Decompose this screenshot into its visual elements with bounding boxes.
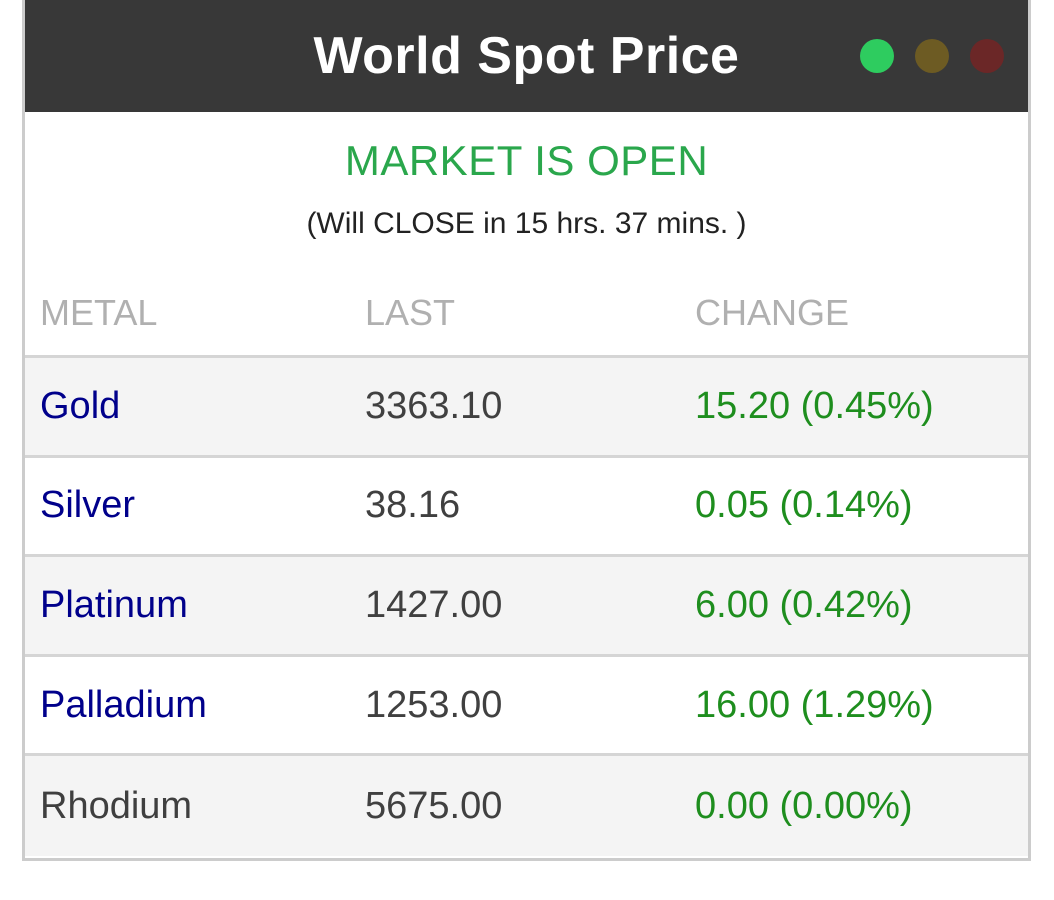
table-header-row: METAL LAST CHANGE xyxy=(25,270,1028,358)
last-price: 3363.10 xyxy=(365,384,503,427)
price-change: 0.05 (0.14%) xyxy=(695,484,913,527)
column-header-last: LAST xyxy=(365,291,456,333)
price-change: 15.20 (0.45%) xyxy=(695,384,934,427)
price-change: 16.00 (1.29%) xyxy=(695,683,934,726)
metal-link-silver[interactable]: Silver xyxy=(40,484,136,527)
last-price: 1253.00 xyxy=(365,683,503,726)
last-price: 38.16 xyxy=(365,484,461,527)
table-row-silver: Silver 38.16 0.05 (0.14%) xyxy=(25,457,1028,558)
metal-label-rhodium: Rhodium xyxy=(40,784,193,827)
table-row-platinum: Platinum 1427.00 6.00 (0.42%) xyxy=(25,557,1028,657)
yellow-dot[interactable] xyxy=(915,39,949,73)
title-bar: World Spot Price xyxy=(25,0,1028,112)
world-spot-price-widget: World Spot Price MARKET IS OPEN (Will CL… xyxy=(22,0,1031,861)
green-dot[interactable] xyxy=(860,39,894,73)
market-status-section: MARKET IS OPEN (Will CLOSE in 15 hrs. 37… xyxy=(25,112,1028,270)
market-close-countdown: (Will CLOSE in 15 hrs. 37 mins. ) xyxy=(306,207,747,240)
column-header-metal: METAL xyxy=(40,291,158,333)
table-body: Gold 3363.10 15.20 (0.45%) Silver 38.16 … xyxy=(25,358,1028,856)
red-dot[interactable] xyxy=(970,39,1004,73)
status-dots xyxy=(860,0,1004,112)
metal-link-gold[interactable]: Gold xyxy=(40,384,121,427)
price-change: 0.00 (0.00%) xyxy=(695,784,913,827)
page-title: World Spot Price xyxy=(313,27,740,85)
metal-link-platinum[interactable]: Platinum xyxy=(40,583,188,626)
table-row-rhodium: Rhodium 5675.00 0.00 (0.00%) xyxy=(25,756,1028,856)
price-change: 6.00 (0.42%) xyxy=(695,583,913,626)
table-row-palladium: Palladium 1253.00 16.00 (1.29%) xyxy=(25,656,1028,757)
last-price: 1427.00 xyxy=(365,583,503,626)
table-row-gold: Gold 3363.10 15.20 (0.45%) xyxy=(25,358,1028,458)
column-header-change: CHANGE xyxy=(695,291,850,333)
last-price: 5675.00 xyxy=(365,784,503,827)
market-open-status: MARKET IS OPEN xyxy=(344,137,709,184)
metal-link-palladium[interactable]: Palladium xyxy=(40,683,207,726)
